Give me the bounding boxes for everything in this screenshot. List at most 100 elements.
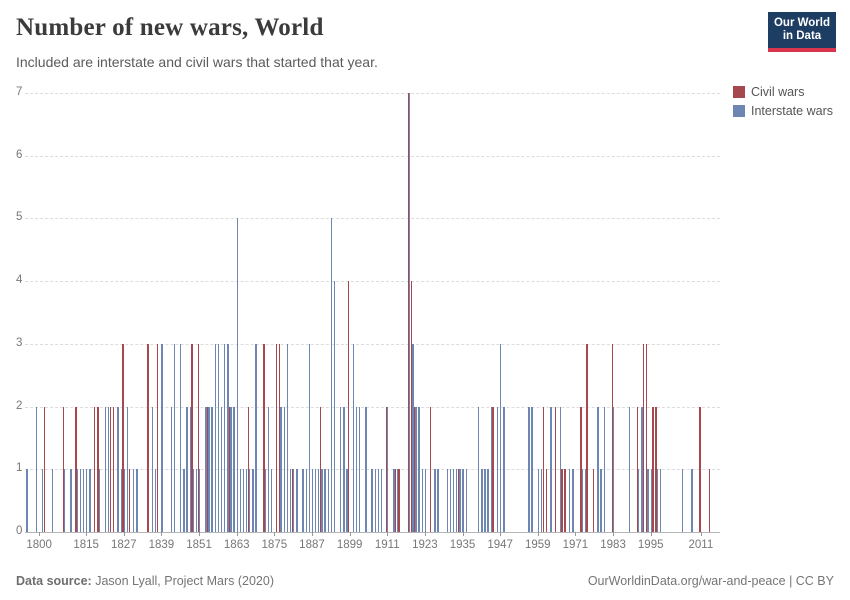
bar-interstate-2008[interactable] (691, 469, 693, 532)
bar-interstate-1963[interactable] (550, 406, 552, 532)
bar-civil-2014[interactable] (708, 469, 711, 532)
bar-interstate-1923[interactable] (424, 469, 427, 532)
bar-interstate-1874[interactable] (271, 469, 273, 532)
bar-interstate-1801[interactable] (42, 469, 44, 532)
bar-civil-1996[interactable] (652, 406, 654, 532)
bar-interstate-1866[interactable] (245, 469, 248, 532)
bar-interstate-1941[interactable] (481, 469, 483, 532)
bar-interstate-1828[interactable] (126, 406, 129, 532)
bar-interstate-1861[interactable] (230, 406, 232, 532)
bar-interstate-1997[interactable] (656, 469, 659, 532)
bar-civil-2011[interactable] (699, 406, 701, 532)
bar-interstate-1974[interactable] (584, 469, 587, 532)
bar-civil-1919[interactable] (410, 281, 413, 532)
bar-interstate-1920[interactable] (415, 406, 417, 532)
bar-civil-1881[interactable] (291, 469, 293, 532)
bar-interstate-1825[interactable] (117, 406, 119, 532)
bar-civil-1851[interactable] (197, 343, 199, 532)
bar-civil-1802[interactable] (43, 406, 46, 532)
bar-interstate-1837[interactable] (155, 469, 157, 532)
bar-interstate-1944[interactable] (490, 406, 492, 532)
bar-civil-1975[interactable] (586, 343, 588, 532)
bar-interstate-1813[interactable] (79, 469, 82, 532)
bar-interstate-1940[interactable] (478, 406, 480, 532)
bar-civil-1861[interactable] (228, 406, 231, 532)
bar-interstate-1966[interactable] (559, 406, 561, 532)
bar-civil-1920[interactable] (413, 406, 416, 532)
bar-interstate-1947[interactable] (500, 343, 502, 532)
bar-interstate-1932[interactable] (452, 469, 455, 532)
bar-interstate-1921[interactable] (418, 406, 420, 532)
bar-interstate-1933[interactable] (456, 469, 458, 532)
bar-interstate-1812[interactable] (76, 469, 78, 532)
bar-civil-1838[interactable] (156, 343, 159, 532)
bar-civil-1962[interactable] (545, 469, 548, 532)
bar-interstate-1894[interactable] (333, 281, 336, 532)
bar-interstate-1878[interactable] (283, 406, 285, 532)
bar-interstate-1969[interactable] (569, 469, 571, 532)
bar-interstate-1846[interactable] (183, 469, 185, 532)
bar-interstate-1831[interactable] (136, 469, 138, 532)
bar-interstate-1821[interactable] (104, 406, 107, 532)
bar-interstate-1858[interactable] (220, 406, 223, 532)
bar-civil-1925[interactable] (429, 406, 431, 532)
bar-civil-1965[interactable] (555, 406, 557, 532)
bar-interstate-1906[interactable] (371, 469, 373, 532)
bar-interstate-1888[interactable] (314, 469, 317, 532)
bar-interstate-1855[interactable] (211, 406, 213, 532)
bar-interstate-1884[interactable] (302, 469, 304, 532)
bar-interstate-1901[interactable] (355, 406, 358, 532)
bar-interstate-1922[interactable] (421, 469, 423, 532)
bar-interstate-1914[interactable] (396, 469, 398, 532)
bar-interstate-1885[interactable] (305, 469, 307, 532)
bar-interstate-1865[interactable] (242, 469, 245, 532)
bar-civil-1991[interactable] (636, 406, 638, 532)
bar-interstate-1909[interactable] (380, 469, 383, 532)
bar-civil-1829[interactable] (128, 469, 130, 532)
bar-interstate-1889[interactable] (318, 469, 320, 532)
bar-interstate-1907[interactable] (374, 469, 376, 532)
bar-interstate-1931[interactable] (449, 469, 452, 532)
bar-interstate-1808[interactable] (64, 469, 66, 532)
bar-civil-1854[interactable] (206, 406, 209, 532)
bar-civil-1872[interactable] (263, 343, 265, 532)
bar-civil-1961[interactable] (542, 406, 544, 532)
bar-interstate-1854[interactable] (208, 406, 210, 532)
bar-interstate-1804[interactable] (51, 469, 53, 532)
bar-interstate-1980[interactable] (603, 406, 605, 532)
bar-interstate-1900[interactable] (352, 343, 354, 532)
bar-interstate-1998[interactable] (659, 469, 662, 532)
bar-interstate-1882[interactable] (296, 469, 298, 532)
bar-civil-1967[interactable] (561, 469, 563, 532)
bar-interstate-1890[interactable] (321, 469, 323, 532)
bar-interstate-1851[interactable] (198, 469, 201, 532)
bar-civil-1915[interactable] (398, 469, 400, 532)
bar-interstate-1863[interactable] (236, 218, 238, 532)
bar-civil-1994[interactable] (646, 343, 648, 532)
bar-interstate-1796[interactable] (26, 469, 28, 532)
bar-interstate-1991[interactable] (638, 469, 640, 532)
bar-civil-1911[interactable] (385, 406, 388, 532)
bar-interstate-1799[interactable] (35, 406, 38, 532)
bar-interstate-1983[interactable] (612, 406, 615, 532)
bar-interstate-1862[interactable] (233, 406, 235, 532)
bar-interstate-1826[interactable] (120, 469, 122, 532)
bar-interstate-1973[interactable] (581, 469, 583, 532)
bar-interstate-1893[interactable] (330, 218, 333, 532)
bar-interstate-1845[interactable] (180, 343, 182, 532)
bar-interstate-1836[interactable] (151, 406, 154, 532)
bar-interstate-1956[interactable] (528, 406, 530, 532)
bar-interstate-1959[interactable] (537, 469, 540, 532)
bar-interstate-1897[interactable] (343, 406, 345, 532)
bar-interstate-1927[interactable] (437, 469, 439, 532)
bar-interstate-1864[interactable] (239, 469, 242, 532)
bar-interstate-1911[interactable] (387, 406, 389, 532)
bar-interstate-1827[interactable] (123, 469, 126, 532)
bar-civil-1890[interactable] (319, 406, 322, 532)
bar-interstate-1943[interactable] (487, 469, 489, 532)
bar-interstate-1847[interactable] (186, 406, 188, 532)
bar-interstate-1856[interactable] (214, 343, 216, 532)
bar-interstate-1935[interactable] (462, 469, 464, 532)
bar-interstate-1902[interactable] (358, 406, 361, 532)
bar-interstate-1992[interactable] (641, 406, 643, 532)
